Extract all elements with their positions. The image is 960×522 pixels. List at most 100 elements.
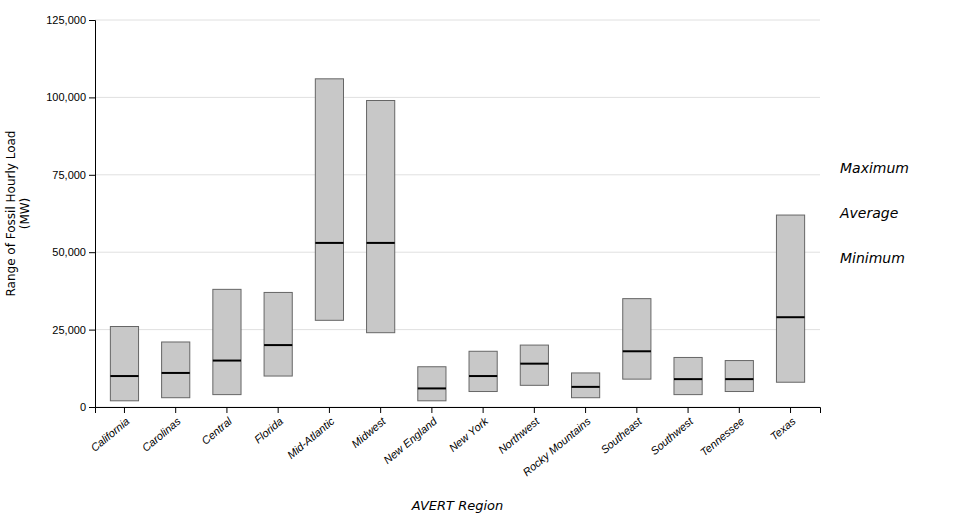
x-tick-label: Midwest: [349, 414, 388, 450]
chart: 0 25,000 50,000 75,000 100,000 125,000 Califor…: [0, 0, 960, 522]
x-axis-title: AVERT Region: [411, 498, 504, 513]
marks: [110, 79, 804, 401]
y-tick-label: 0: [80, 401, 86, 413]
x-tick-mark: [278, 407, 279, 413]
x-axis-line: [96, 408, 821, 414]
x-tick: Tennessee: [698, 407, 747, 458]
x-tick-label: New England: [381, 414, 440, 466]
y-tick-mark: [89, 175, 95, 176]
range-bar: [572, 373, 600, 398]
x-axis: CaliforniaCarolinas Central FloridaMid-Atl…: [88, 407, 820, 478]
x-tick-label: Southwest: [648, 414, 696, 457]
grid-line: [95, 329, 820, 330]
y-tick-mark: [89, 252, 95, 253]
average-line: [162, 372, 190, 374]
legend-entry: Average: [839, 205, 898, 221]
y-tick-mark: [89, 20, 95, 21]
average-line: [418, 387, 446, 389]
range-bar: [469, 351, 497, 391]
x-tick-label: Southeast: [598, 414, 644, 456]
x-tick-label: Carolinas: [139, 415, 183, 454]
range-bar: [162, 342, 190, 398]
x-tick-label: Texas: [768, 415, 798, 443]
x-tick-mark: [431, 407, 432, 413]
y-tick: 100,000: [46, 91, 95, 103]
range-bar: [367, 100, 395, 332]
y-tick-label: 75,000: [52, 169, 86, 181]
y-tick-label: 100,000: [46, 91, 86, 103]
average-line: [674, 378, 702, 380]
average-line: [520, 363, 548, 365]
y-axis-title-line: (MW): [18, 198, 32, 230]
grid-line: [95, 252, 820, 253]
range-bar: [213, 289, 241, 394]
x-tick-mark: [380, 407, 381, 413]
grid-line: [95, 97, 820, 98]
x-tick-mark: [226, 407, 227, 413]
range-bar: [264, 292, 292, 376]
grid: [95, 20, 820, 407]
y-tick-mark: [89, 330, 95, 331]
x-tick-label: Tennessee: [698, 415, 747, 459]
y-tick: 125,000: [46, 14, 95, 26]
y-tick: 0: [80, 401, 95, 413]
average-line: [315, 242, 343, 244]
x-tick: New England: [381, 407, 440, 466]
x-tick: California: [88, 407, 131, 454]
x-tick-label: Mid-Atlantic: [285, 415, 337, 461]
grid-line: [95, 20, 820, 21]
x-tick: Rocky Mountains: [520, 407, 593, 478]
average-line: [776, 316, 804, 318]
x-tick-mark: [175, 407, 176, 413]
average-lines: [110, 243, 804, 389]
x-tick-mark: [688, 407, 689, 413]
average-line: [264, 344, 292, 346]
grid-line: [95, 174, 820, 175]
x-tick-mark: [739, 407, 740, 413]
x-tick-label: Northwest: [496, 414, 542, 456]
x-tick: Midwest: [349, 407, 388, 450]
x-tick-mark: [636, 407, 637, 413]
x-tick-label: Rocky Mountains: [520, 415, 593, 479]
x-tick-mark: [329, 407, 330, 413]
average-line: [572, 386, 600, 388]
x-tick: Northwest: [496, 407, 542, 456]
range-bar: [623, 299, 651, 379]
y-axis-title: Range of Fossil Hourly Load(MW): [4, 131, 32, 297]
y-tick-label: 50,000: [52, 246, 86, 258]
range-bar: [418, 367, 446, 401]
range-bar: [315, 79, 343, 320]
y-tick-mark: [89, 97, 95, 98]
y-tick-label: 25,000: [52, 324, 86, 336]
x-tick: Texas: [768, 407, 798, 443]
x-tick-label: New York: [447, 415, 491, 455]
x-tick: Central: [199, 407, 234, 447]
x-tick: New York: [447, 407, 491, 454]
average-line: [367, 242, 395, 244]
x-tick-mark: [790, 407, 791, 413]
average-line: [623, 350, 651, 352]
y-axis-title-line: Range of Fossil Hourly Load: [4, 131, 18, 297]
y-axis: 0 25,000 50,000 75,000 100,000 125,000: [46, 14, 95, 413]
range-bar: [674, 357, 702, 394]
x-tick-label: California: [88, 415, 131, 454]
plot-area: 0 25,000 50,000 75,000 100,000 125,000 Califor…: [4, 14, 909, 513]
y-tick: 25,000: [52, 324, 95, 336]
x-tick-mark: [534, 407, 535, 413]
range-bar: [520, 345, 548, 385]
x-tick: Southeast: [598, 407, 644, 456]
legend: MaximumAverageMinimum: [839, 160, 909, 266]
range-bars: [110, 79, 804, 401]
x-tick: Florida: [252, 407, 285, 446]
average-line: [469, 375, 497, 377]
range-bar: [725, 361, 753, 392]
average-line: [213, 360, 241, 362]
legend-entry: Minimum: [840, 250, 905, 266]
range-bar: [110, 327, 138, 401]
y-axis-line: [89, 21, 96, 408]
x-tick-mark: [585, 407, 586, 413]
range-bar: [776, 215, 804, 382]
y-tick-mark: [89, 407, 95, 408]
y-tick: 50,000: [52, 246, 95, 258]
average-line: [110, 375, 138, 377]
